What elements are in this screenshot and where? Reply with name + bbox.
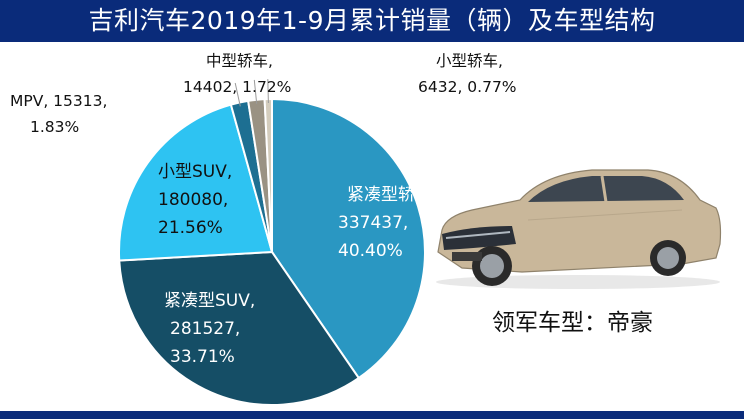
pie-slice: [271, 97, 426, 380]
pie-slice: [118, 250, 361, 406]
slice-label: 紧凑型轿车,: [347, 185, 437, 205]
slice-label: 1.83%: [30, 118, 79, 136]
slice-label: 180080,: [158, 190, 228, 210]
slice-label: 337437,: [338, 213, 408, 233]
slice-label: 14402, 1.72%: [183, 78, 291, 96]
slice-label: 6432, 0.77%: [418, 78, 517, 96]
pie-slice: [118, 103, 274, 262]
slice-label: MPV, 15313,: [10, 92, 107, 110]
leader-line: [267, 79, 269, 104]
slice-label: 小型轿车,: [436, 52, 503, 70]
car-image: [432, 160, 724, 294]
page-title: 吉利汽车2019年1-9月累计销量（辆）及车型结构: [0, 0, 744, 42]
slice-label: 中型轿车,: [206, 52, 273, 70]
slice-label: 40.40%: [338, 241, 403, 261]
footer-bar: [0, 411, 744, 419]
featured-model-caption: 领军车型：帝豪: [492, 310, 653, 336]
slice-label: 281527,: [170, 319, 240, 339]
leader-line: [253, 79, 258, 104]
slice-label: 21.56%: [158, 218, 223, 238]
slice-label: 33.71%: [170, 347, 235, 367]
leader-line: [234, 82, 241, 107]
slice-label: 小型SUV,: [158, 162, 232, 182]
slice-label: 紧凑型SUV,: [164, 291, 255, 311]
pie-chart: 紧凑型轿车, 337437, 40.40% 紧凑型SUV, 281527, 33.71% 小…: [10, 52, 517, 406]
